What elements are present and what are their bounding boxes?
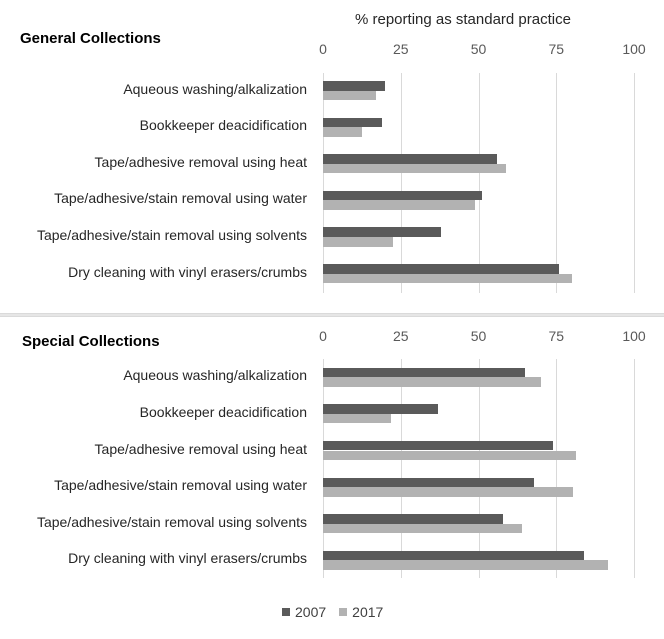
bar-2017: [323, 450, 577, 460]
x-tick-label: 25: [392, 41, 409, 57]
bar-2017: [323, 90, 376, 101]
category-label: Tape/adhesive removal using heat: [94, 440, 307, 457]
legend-swatch-2017: [339, 608, 348, 616]
bar-2017: [323, 523, 523, 534]
bar-2017: [323, 487, 574, 497]
bar-2007: [323, 117, 383, 128]
bar-2007: [323, 440, 554, 451]
bar-2017: [323, 273, 572, 284]
category-label: Tape/adhesive/stain removal using solven…: [36, 513, 307, 530]
x-tick-label: 0: [319, 41, 327, 57]
category-label: Tape/adhesive/stain removal using solven…: [36, 227, 307, 243]
bar-2017: [323, 127, 362, 137]
category-label: Dry cleaning with vinyl erasers/crumbs: [68, 263, 307, 280]
gridline: [479, 359, 480, 578]
bar-2007: [323, 367, 526, 378]
legend-item-2017: 2017: [339, 604, 383, 620]
legend: 2007 2017: [282, 604, 396, 620]
category-label: Bookkeeper deacidification: [139, 403, 307, 420]
bar-2007: [323, 154, 498, 164]
gridline: [634, 73, 635, 293]
category-label: Dry cleaning with vinyl erasers/crumbs: [68, 550, 307, 567]
gridline: [634, 359, 635, 578]
x-tick-label: 25: [392, 328, 409, 344]
x-tick-label: 50: [470, 328, 487, 344]
category-label: Aqueous washing/alkalization: [123, 367, 307, 384]
panel-title: General Collections: [20, 30, 161, 47]
gridline: [401, 73, 402, 293]
gridline: [323, 359, 324, 578]
category-label: Bookkeeper deacidification: [139, 117, 307, 134]
bar-2007: [323, 81, 386, 91]
gridline: [323, 73, 324, 293]
bar-2017: [323, 200, 476, 210]
bar-2007: [323, 514, 504, 524]
legend-swatch-2007: [282, 608, 290, 616]
general-collections-panel: % reporting as standard practice General…: [0, 0, 664, 313]
bar-2017: [323, 237, 393, 247]
bar-2007: [323, 190, 482, 201]
category-label: Tape/adhesive/stain removal using water: [54, 190, 307, 207]
bar-2007: [323, 550, 585, 561]
panel-separator: [0, 313, 664, 317]
gridline: [479, 73, 480, 293]
category-label: Tape/adhesive/stain removal using water: [54, 477, 307, 494]
x-tick-label: 75: [548, 328, 565, 344]
category-label: Tape/adhesive removal using heat: [94, 153, 307, 170]
bar-2007: [323, 227, 442, 237]
category-label: Aqueous washing/alkalization: [123, 80, 307, 97]
bar-2007: [323, 404, 439, 414]
legend-label: 2017: [352, 604, 384, 620]
x-tick-label: 100: [622, 328, 646, 344]
bar-2007: [323, 477, 535, 487]
legend-item-2007: 2007: [282, 604, 326, 620]
x-tick-label: 75: [548, 41, 565, 57]
special-collections-panel: Special Collections 0 25 50 75 100 Aqueous w…: [22, 328, 646, 578]
x-tick-label: 0: [319, 328, 327, 344]
gridline: [556, 73, 557, 293]
bar-2017: [323, 413, 392, 424]
gridline: [556, 359, 557, 578]
bar-2017: [323, 377, 541, 387]
bar-2007: [323, 264, 560, 274]
x-tick-label: 100: [622, 41, 646, 57]
bar-2017: [323, 163, 507, 174]
bar-2017: [323, 560, 608, 570]
gridline: [401, 359, 402, 578]
panel-title: Special Collections: [22, 333, 160, 350]
x-axis-title: % reporting as standard practice: [355, 11, 571, 28]
legend-label: 2007: [295, 604, 327, 620]
x-tick-label: 50: [470, 41, 487, 57]
